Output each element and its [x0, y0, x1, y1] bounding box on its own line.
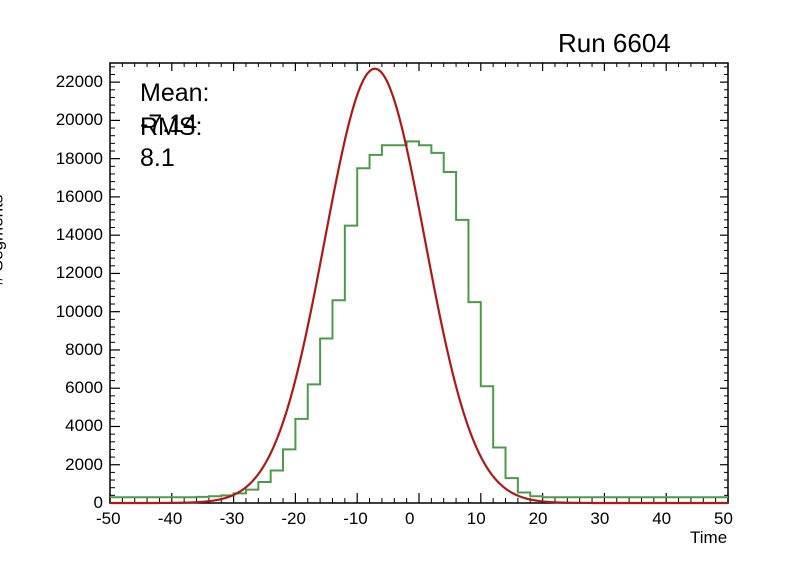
y-tick-label-10000: 10000 [48, 302, 103, 322]
y-tick-label-4000: 4000 [48, 416, 103, 436]
y-tick-label-12000: 12000 [48, 263, 103, 283]
plot-svg [0, 0, 796, 572]
x-tick-label--30: -30 [220, 509, 245, 529]
histogram-series [110, 141, 728, 497]
y-axis-label: # Segments [0, 195, 7, 286]
x-tick-label--10: -10 [343, 509, 368, 529]
y-tick-label-20000: 20000 [48, 110, 103, 130]
y-tick-label-8000: 8000 [48, 340, 103, 360]
y-tick-label-22000: 22000 [48, 72, 103, 92]
chart-container: Run 6604 Mean: -7.14 RMS: 8.1 # Segments… [0, 0, 796, 572]
y-tick-label-2000: 2000 [48, 455, 103, 475]
y-tick-label-0: 0 [48, 493, 103, 513]
x-tick-label-50: 50 [714, 509, 733, 529]
x-tick-label-30: 30 [590, 509, 609, 529]
y-tick-label-14000: 14000 [48, 225, 103, 245]
run-title: Run 6604 [558, 28, 671, 59]
y-tick-label-18000: 18000 [48, 149, 103, 169]
x-tick-label-40: 40 [652, 509, 671, 529]
x-tick-label-10: 10 [467, 509, 486, 529]
x-tick-label--20: -20 [281, 509, 306, 529]
x-tick-label-0: 0 [405, 509, 414, 529]
y-tick-label-16000: 16000 [48, 187, 103, 207]
rms-label: RMS: 8.1 [140, 112, 203, 175]
y-tick-label-6000: 6000 [48, 378, 103, 398]
x-axis-label: Time [690, 528, 727, 548]
x-tick-label-20: 20 [529, 509, 548, 529]
x-tick-label--40: -40 [158, 509, 183, 529]
